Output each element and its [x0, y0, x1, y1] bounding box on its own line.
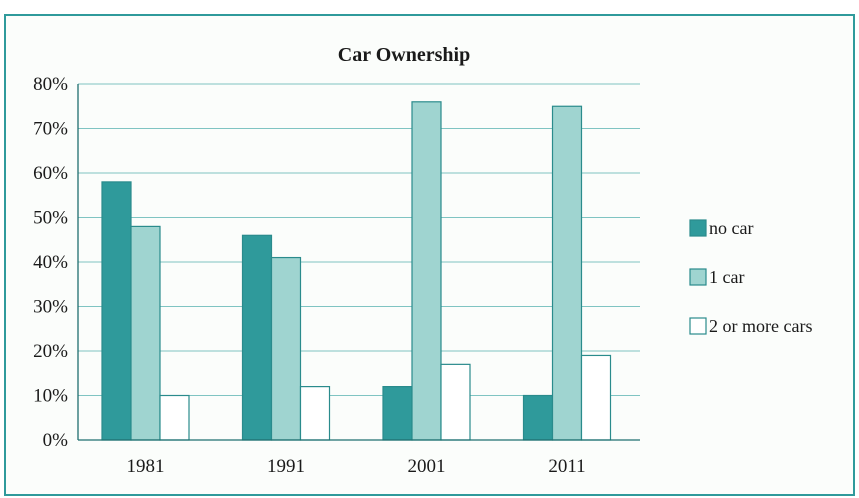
legend-item: 1 car — [689, 267, 744, 287]
y-tick-label: 0% — [43, 430, 69, 451]
legend-label: 1 car — [709, 267, 744, 287]
x-tick-label: 2011 — [548, 456, 585, 477]
y-tick-label: 50% — [33, 208, 68, 229]
legend-item: 2 or more cars — [689, 316, 812, 336]
bar-1-car-1981 — [130, 225, 161, 441]
bar-2-or-more-cars-2011 — [580, 354, 612, 441]
legend-swatch — [689, 317, 707, 335]
y-tick-label: 70% — [33, 119, 68, 140]
legend-label: no car — [709, 218, 753, 238]
y-axis-ticks: 0% 10% 20% 30% 40% 50% 60% 70% 80% — [33, 74, 68, 451]
bar-1-car-2001 — [411, 101, 442, 441]
y-tick-label: 20% — [33, 341, 68, 362]
x-tick-label: 1981 — [127, 456, 165, 477]
y-tick-label: 10% — [33, 386, 68, 407]
axes — [77, 84, 640, 441]
y-tick-label: 30% — [33, 297, 68, 318]
bar-no-car-2011 — [522, 394, 554, 441]
legend-swatch — [689, 219, 707, 237]
bar-2-or-more-cars-1981 — [159, 394, 190, 441]
legend-label: 2 or more cars — [709, 316, 812, 336]
bar-2-or-more-cars-2001 — [440, 363, 471, 441]
y-tick-label: 60% — [33, 163, 68, 184]
bar-no-car-1991 — [241, 234, 273, 441]
chart-title: Car Ownership — [338, 44, 470, 66]
legend-swatch — [689, 268, 707, 286]
y-tick-label: 80% — [33, 74, 68, 95]
bar-2-or-more-cars-1991 — [299, 386, 331, 441]
legend-item: no car — [689, 218, 753, 238]
legend: no car 1 car 2 or more cars — [689, 218, 812, 336]
x-tick-label: 1991 — [267, 456, 305, 477]
bars — [101, 101, 612, 441]
x-tick-label: 2001 — [408, 456, 446, 477]
bar-1-car-2011 — [551, 105, 583, 441]
x-axis-ticks: 1981 1991 2001 2011 — [127, 456, 586, 477]
y-tick-label: 40% — [33, 252, 68, 273]
bar-no-car-1981 — [101, 181, 132, 441]
bar-no-car-2001 — [382, 386, 413, 441]
bar-1-car-1991 — [270, 256, 302, 441]
